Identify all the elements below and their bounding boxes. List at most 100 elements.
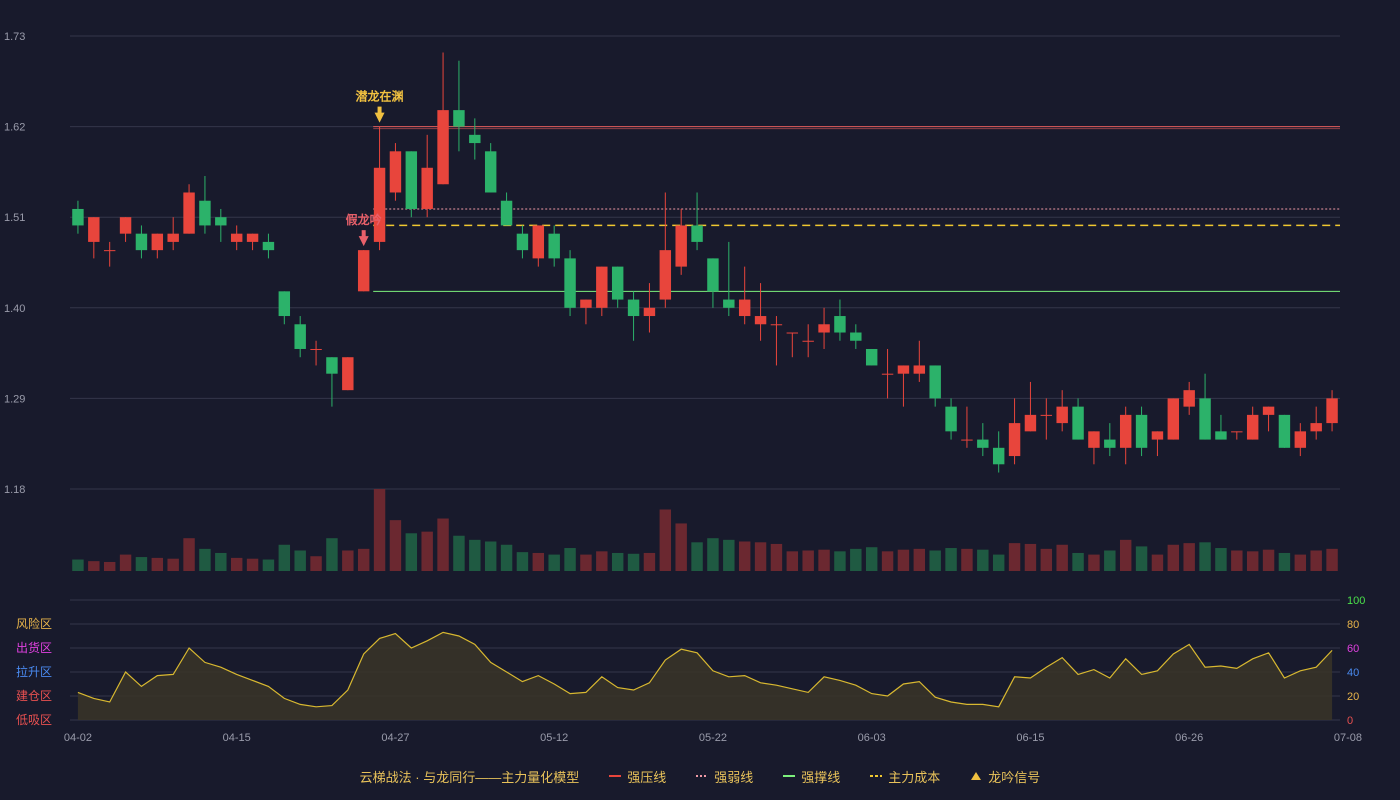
- candle-body: [405, 151, 418, 209]
- candle-body: [151, 233, 164, 251]
- index-tick-label: 40: [1347, 667, 1359, 679]
- legend-title: 云梯战法 · 与龙同行——主力量化模型: [359, 769, 580, 785]
- candle-body: [1326, 398, 1338, 424]
- index-area: [77, 632, 1333, 720]
- legend-dashed-pink-icon: [696, 775, 709, 777]
- volume-bar: [1278, 552, 1291, 571]
- volume-bar: [659, 509, 672, 571]
- candles: [72, 52, 1338, 473]
- volume-bar: [675, 523, 687, 571]
- volume-bar: [278, 544, 291, 571]
- candle-body: [167, 233, 179, 242]
- candle-body: [1024, 414, 1037, 432]
- candle-body: [215, 217, 227, 226]
- candle-body: [865, 348, 878, 366]
- volume-bar: [802, 550, 814, 571]
- legend-solid-red-icon: [609, 775, 622, 777]
- candle-body: [135, 233, 148, 251]
- volume-bar: [1104, 550, 1116, 571]
- volume-bar: [1246, 551, 1259, 571]
- candle-body: [723, 299, 735, 308]
- volume-bar: [707, 538, 719, 571]
- volume-bars: [72, 489, 1338, 571]
- volume-bar: [357, 548, 370, 571]
- candle-body: [421, 167, 433, 209]
- legend-label: 强弱线: [714, 769, 754, 785]
- candle-body: [294, 324, 306, 349]
- candle-body: [961, 439, 973, 441]
- price-tick-label: 1.51: [4, 212, 25, 224]
- volume-bar: [818, 549, 830, 571]
- volume-bar: [770, 543, 783, 571]
- volume-bar: [500, 544, 513, 571]
- candle-body: [707, 258, 719, 292]
- legend-item-support[interactable]: 强撑线: [783, 767, 840, 786]
- volume-bar: [1215, 548, 1227, 571]
- legend-item-strong-pressure[interactable]: 强压线: [609, 767, 666, 786]
- candle-body: [1072, 406, 1084, 440]
- candle-body: [1278, 414, 1291, 448]
- index-tick-label: 100: [1347, 595, 1365, 607]
- candle-body: [659, 250, 672, 300]
- candle-body: [1167, 398, 1180, 440]
- candle-body: [1262, 406, 1275, 415]
- volume-bar: [1135, 546, 1148, 571]
- volume-bar: [754, 542, 767, 571]
- price-tick-label: 1.40: [4, 303, 25, 315]
- volume-bar: [1024, 543, 1037, 571]
- candle-body: [1183, 390, 1195, 407]
- volume-bar: [1008, 543, 1021, 571]
- candle-body: [183, 192, 195, 234]
- zone-label: 建仓区: [16, 689, 52, 703]
- candle-body: [1199, 398, 1211, 440]
- level-lines: [373, 126, 1340, 292]
- price-tick-label: 1.29: [4, 393, 25, 405]
- candle-body: [818, 324, 830, 333]
- volume-bar: [88, 561, 100, 571]
- volume-bar: [992, 554, 1005, 571]
- legend-item-cost[interactable]: 主力成本: [870, 767, 940, 786]
- candle-body: [1056, 406, 1068, 424]
- date-tick-label: 04-27: [381, 732, 409, 744]
- legend-item-weak[interactable]: 强弱线: [696, 767, 753, 786]
- volume-bar: [453, 535, 465, 571]
- candle-body: [596, 266, 608, 308]
- volume-bar: [262, 559, 275, 571]
- candle-body: [119, 217, 132, 234]
- volume-bar: [1183, 543, 1195, 571]
- signal-arrow-icon: [374, 112, 385, 123]
- volume-bar: [850, 548, 862, 571]
- candle-body: [580, 299, 592, 308]
- volume-bar: [310, 556, 322, 571]
- candle-body: [1310, 423, 1322, 432]
- volume-bar: [246, 558, 259, 571]
- candle-body: [691, 225, 703, 242]
- volume-bar: [1072, 552, 1084, 571]
- date-tick-label: 06-15: [1016, 732, 1044, 744]
- candle-body: [437, 110, 449, 185]
- volume-bar: [103, 561, 116, 571]
- candle-body: [643, 307, 656, 317]
- volume-bar: [961, 548, 973, 571]
- candle-body: [675, 225, 687, 267]
- candle-body: [1231, 431, 1243, 433]
- volume-bar: [691, 542, 703, 571]
- candle-body: [103, 250, 116, 252]
- candle-body: [453, 110, 465, 127]
- candle-body: [977, 439, 989, 448]
- legend-label: 强压线: [627, 769, 667, 785]
- volume-bar: [119, 554, 132, 571]
- legend-item-signal[interactable]: 龙吟信号: [970, 767, 1040, 786]
- volume-bar: [294, 550, 306, 571]
- volume-bar: [548, 554, 560, 571]
- price-grid: [70, 35, 1340, 490]
- candle-body: [88, 217, 100, 242]
- candle-body: [199, 200, 211, 226]
- volume-bar: [723, 539, 735, 571]
- index-tick-label: 80: [1347, 619, 1359, 631]
- date-tick-label: 06-26: [1175, 732, 1203, 744]
- volume-bar: [72, 559, 84, 571]
- index-line: [77, 631, 1333, 708]
- candle-body: [929, 365, 941, 399]
- volume-bar: [405, 533, 418, 571]
